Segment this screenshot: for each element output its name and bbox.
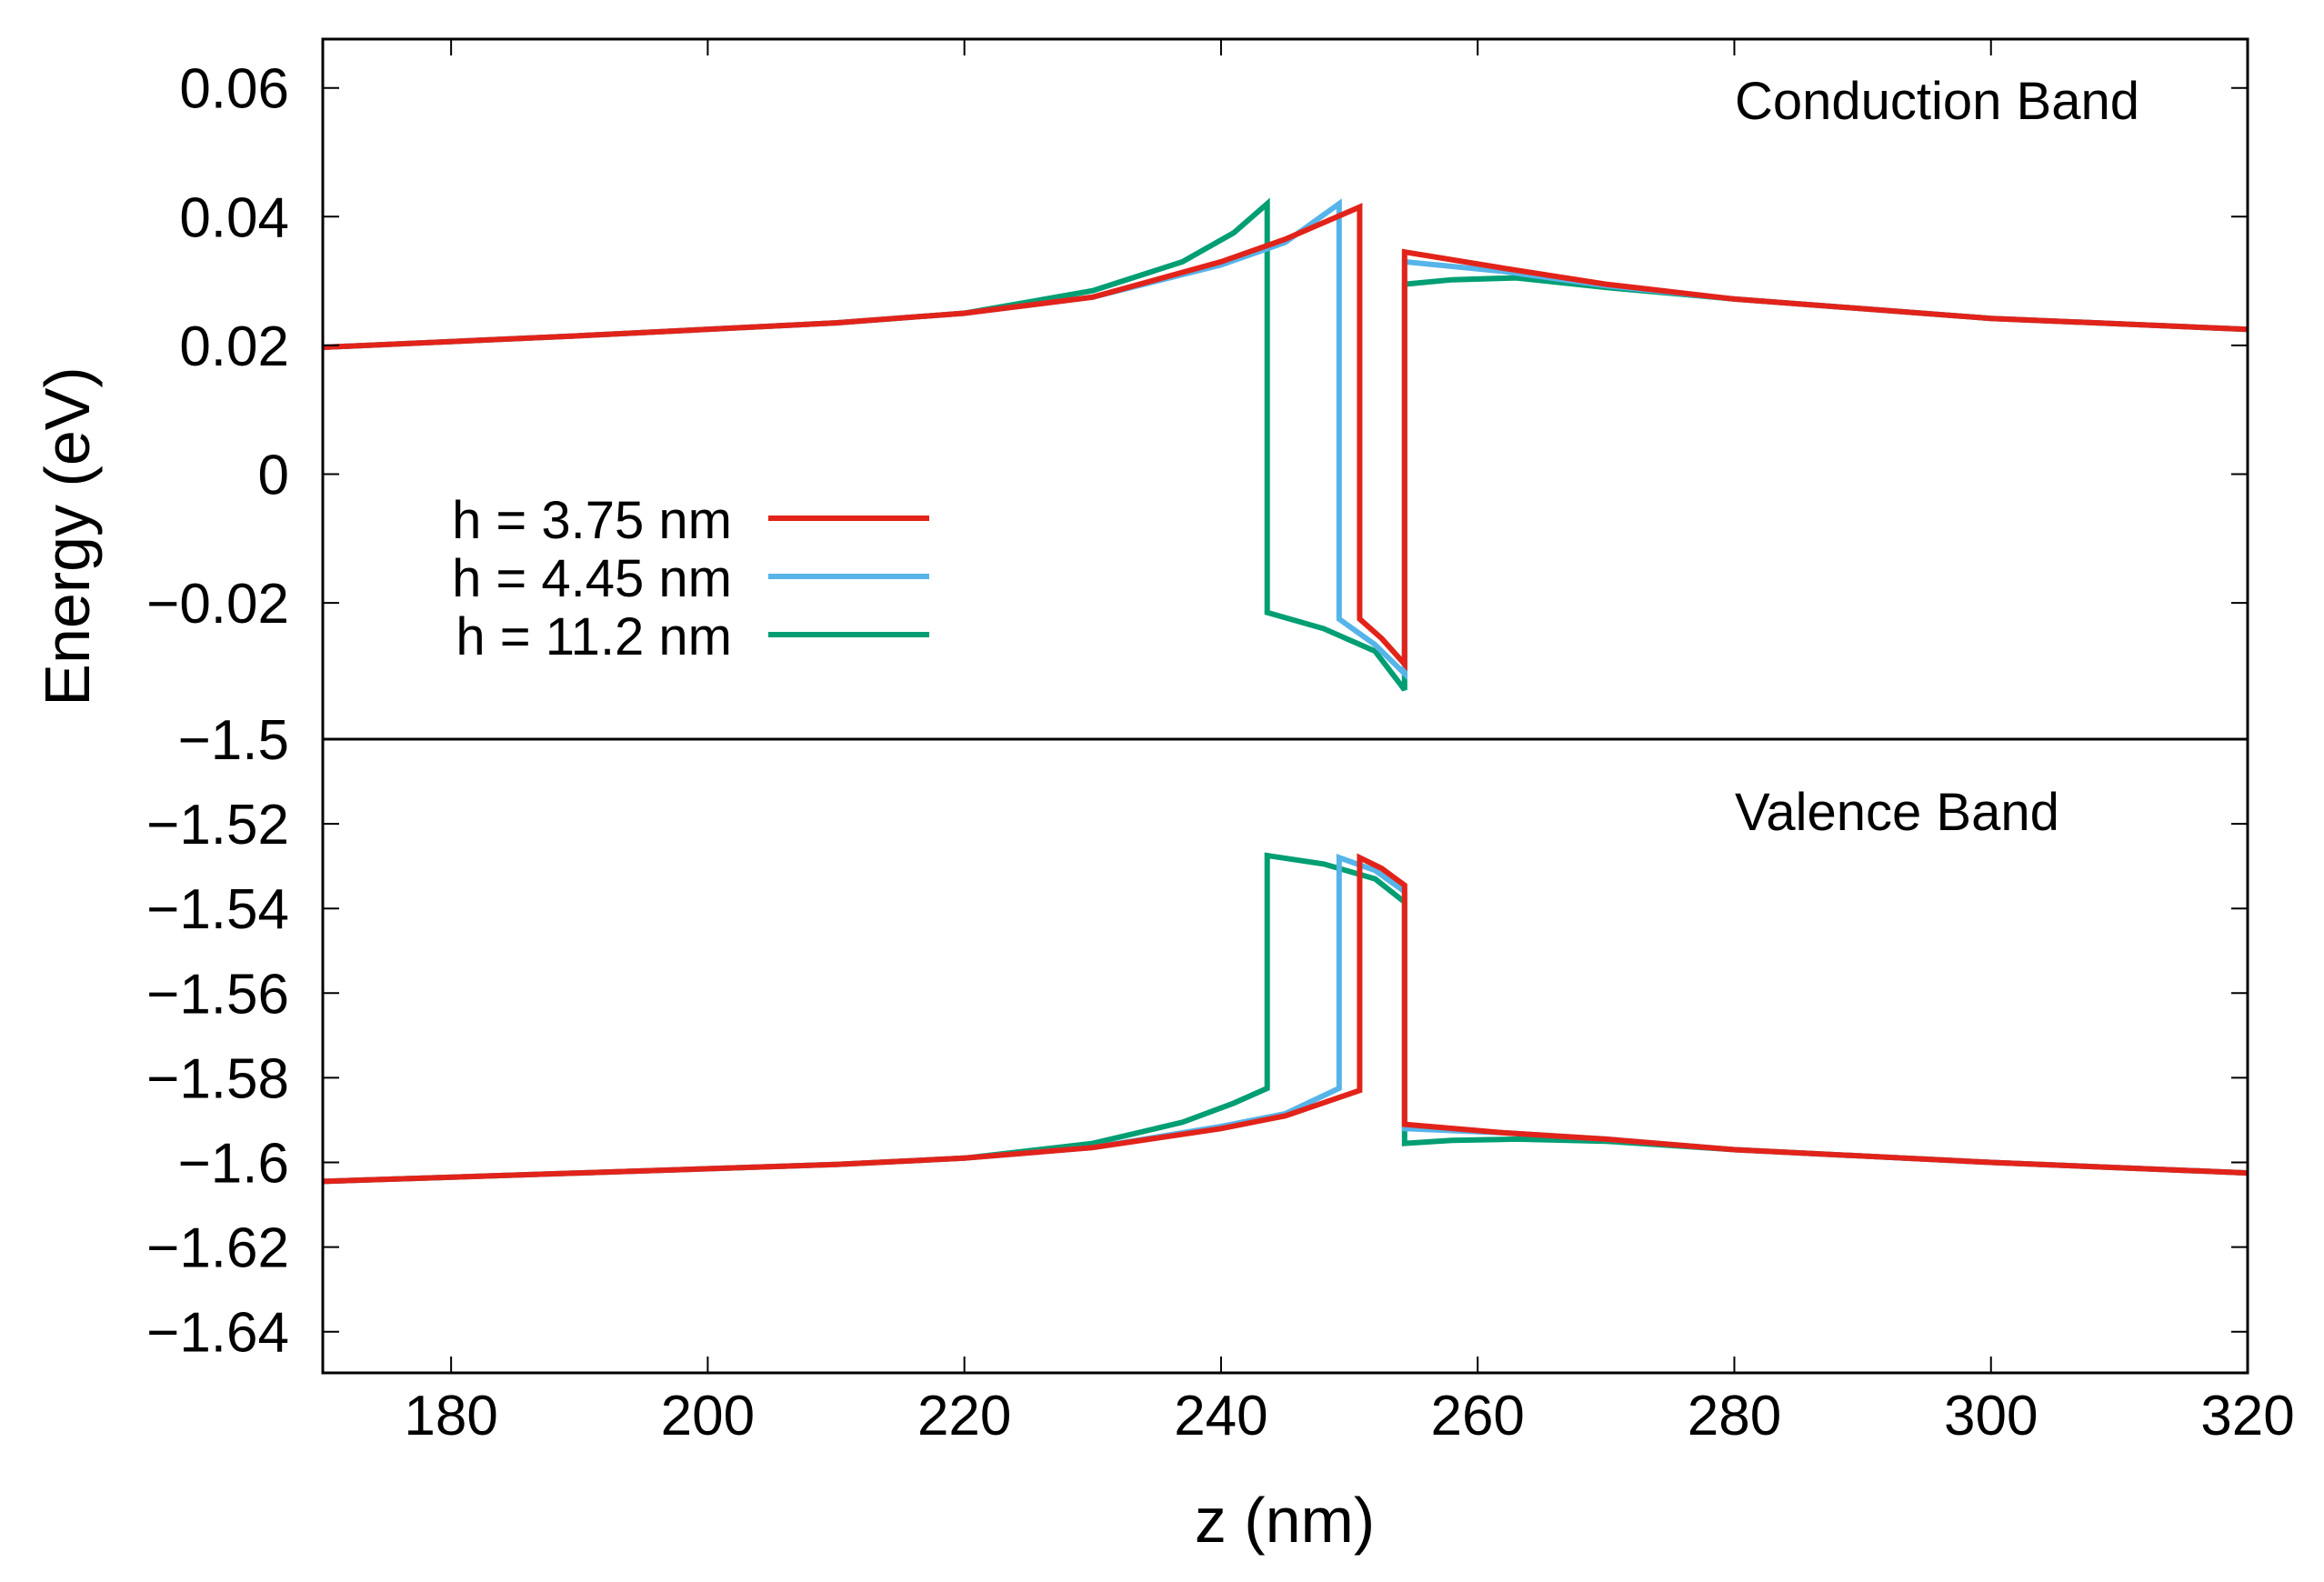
frame-layer xyxy=(321,37,2249,1375)
tick-layer xyxy=(323,39,2249,1373)
x-tick-label: 180 xyxy=(404,1385,497,1447)
y-tick-label: −1.54 xyxy=(146,878,289,941)
series-line-valence-3 xyxy=(323,852,2248,1185)
y-tick-label: −1.6 xyxy=(178,1133,289,1196)
legend-label: h = 3.75 nm xyxy=(452,491,732,550)
y-tick-label: −0.02 xyxy=(146,573,289,636)
y-tick-label: −1.64 xyxy=(146,1302,289,1365)
panel-title-conduction: Conduction Band xyxy=(1735,72,2139,131)
y-tick-label: 0 xyxy=(258,445,289,507)
panel-series-group xyxy=(323,197,2248,692)
x-tick-label: 240 xyxy=(1174,1385,1267,1447)
y-tick-label: −1.52 xyxy=(146,794,289,856)
series-line-valence-1 xyxy=(323,853,2248,1185)
y-tick-label: 0.02 xyxy=(179,315,289,378)
y-tick-label: −1.56 xyxy=(146,963,289,1026)
plot-frame xyxy=(321,37,2249,1375)
x-tick-label: 260 xyxy=(1430,1385,1524,1447)
y-tick-label: −1.5 xyxy=(178,709,289,772)
x-tick-label: 300 xyxy=(1944,1385,2038,1447)
x-tick-label: 280 xyxy=(1688,1385,1781,1447)
text-layer: 180 200 220 240 260 280 300 320 0.06 0.04 0.02 0 −0.… xyxy=(32,58,2295,1556)
legend: h = 3.75 nmh = 4.45 nmh = 11.2 nm xyxy=(452,491,929,666)
x-tick-label: 220 xyxy=(917,1385,1011,1447)
panel-series-group xyxy=(323,852,2248,1185)
series-line-conduction-1 xyxy=(323,203,2248,672)
series-line-valence-2 xyxy=(323,854,2248,1185)
y-tick-label: 0.06 xyxy=(179,58,289,121)
x-axis-label: z (nm) xyxy=(1195,1485,1375,1556)
panel-title-valence: Valence Band xyxy=(1735,783,2059,842)
y-tick-label: 0.04 xyxy=(179,186,289,249)
y-axis-label: Energy (eV) xyxy=(32,366,103,706)
y-tick-label: −1.62 xyxy=(146,1217,289,1280)
legend-label: h = 4.45 nm xyxy=(452,549,732,608)
x-tick-label: 200 xyxy=(661,1385,755,1447)
x-tick-label: 320 xyxy=(2200,1385,2294,1447)
legend-label: h = 11.2 nm xyxy=(456,607,732,666)
series-layer xyxy=(323,197,2248,1185)
y-tick-label: −1.58 xyxy=(146,1047,289,1110)
